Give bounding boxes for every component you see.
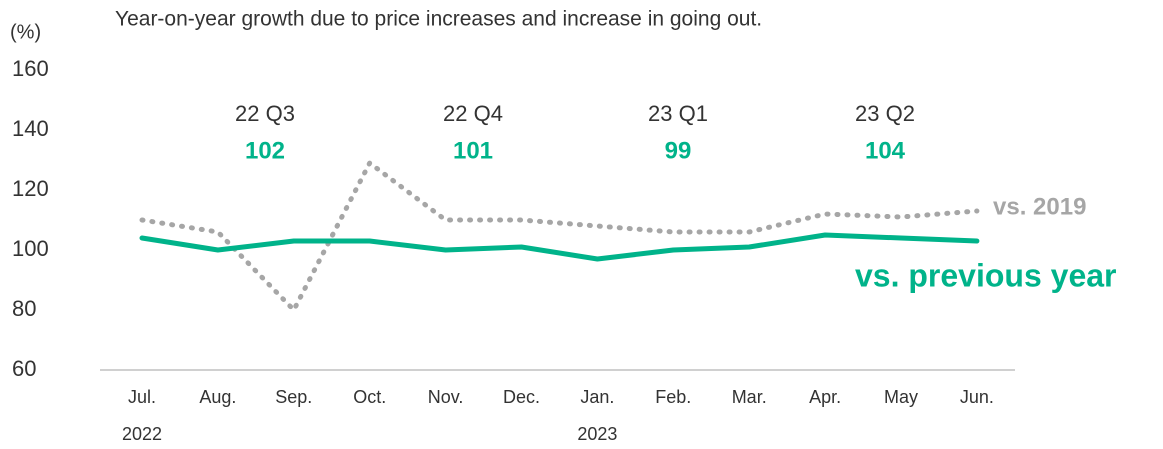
x-tick-label: Jul. [128, 387, 156, 407]
x-tick-label: Sep. [275, 387, 312, 407]
y-tick-label: 160 [12, 56, 49, 81]
series-label: vs. 2019 [993, 193, 1086, 220]
quarter-value: 101 [453, 137, 493, 164]
x-tick-label: Dec. [503, 387, 540, 407]
series-line [139, 160, 980, 313]
year-label: 2022 [122, 424, 162, 444]
quarter-label: 23 Q2 [855, 101, 915, 126]
x-tick-label: Nov. [428, 387, 464, 407]
y-tick-label: 80 [12, 296, 36, 321]
series-line [139, 232, 980, 262]
quarter-value: 99 [665, 137, 692, 164]
y-tick-label: 140 [12, 116, 49, 141]
y-tick-label: 60 [12, 356, 36, 381]
y-axis-label: (%) [10, 21, 41, 43]
x-tick-label: Jan. [580, 387, 614, 407]
x-tick-label: Apr. [809, 387, 841, 407]
quarter-value: 102 [245, 137, 285, 164]
chart-title: Year-on-year growth due to price increas… [115, 8, 762, 31]
quarter-label: 22 Q4 [443, 101, 503, 126]
x-tick-label: Feb. [655, 387, 691, 407]
year-label: 2023 [577, 424, 617, 444]
quarter-value: 104 [865, 137, 906, 164]
quarter-label: 23 Q1 [648, 101, 708, 126]
quarter-label: 22 Q3 [235, 101, 295, 126]
y-tick-label: 120 [12, 176, 49, 201]
series-label: vs. previous year [855, 257, 1116, 293]
y-tick-label: 100 [12, 236, 49, 261]
x-tick-label: Oct. [353, 387, 386, 407]
x-tick-label: Aug. [199, 387, 236, 407]
x-tick-label: May [884, 387, 918, 407]
x-tick-label: Mar. [732, 387, 767, 407]
x-tick-label: Jun. [960, 387, 994, 407]
